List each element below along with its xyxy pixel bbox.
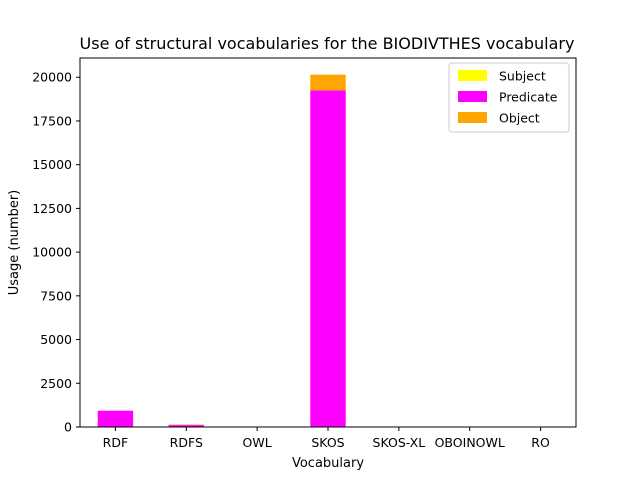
- y-tick-label: 17500: [32, 113, 72, 128]
- x-tick-label: OWL: [243, 435, 272, 450]
- bar-rdfs-predicate: [168, 425, 204, 427]
- legend-swatch-object: [458, 112, 487, 123]
- x-axis-ticks: RDF RDFS OWL SKOS SKOS-XL OBOINOWL RO: [103, 427, 550, 450]
- x-tick-label: SKOS-XL: [373, 435, 426, 450]
- legend-swatch-subject: [458, 70, 487, 81]
- x-tick-label: OBOINOWL: [435, 435, 505, 450]
- y-axis-label: Usage (number): [7, 190, 22, 296]
- y-tick-label: 10000: [32, 245, 72, 260]
- legend-label-object: Object: [499, 111, 540, 126]
- chart-title: Use of structural vocabularies for the B…: [80, 34, 575, 53]
- x-tick-label: RDFS: [170, 435, 203, 450]
- legend-label-predicate: Predicate: [499, 90, 558, 105]
- bar-rdfs-object: [168, 424, 204, 426]
- y-tick-label: 5000: [40, 332, 72, 347]
- plot-frame: [79, 57, 577, 428]
- bar-rdf-predicate: [97, 410, 134, 427]
- x-tick-label: RO: [531, 435, 550, 450]
- x-tick-label: SKOS: [311, 435, 344, 450]
- y-tick-label: 2500: [40, 376, 72, 391]
- y-tick-label: 0: [64, 420, 72, 435]
- y-axis-ticks: 0 2500 5000 7500 10000 12500 15000 17500 20000: [32, 70, 80, 435]
- legend: Subject Predicate Object: [448, 62, 570, 133]
- bar-skos-object: [310, 74, 346, 91]
- x-tick-label: RDF: [103, 435, 129, 450]
- y-tick-label: 20000: [32, 70, 72, 85]
- x-axis-label: Vocabulary: [292, 456, 364, 471]
- y-tick-label: 12500: [32, 201, 72, 216]
- y-tick-label: 7500: [40, 288, 72, 303]
- legend-swatch-predicate: [458, 91, 487, 102]
- y-tick-label: 15000: [32, 157, 72, 172]
- bars-group: [97, 74, 346, 427]
- bar-skos-predicate: [310, 90, 346, 427]
- legend-label-subject: Subject: [499, 69, 546, 84]
